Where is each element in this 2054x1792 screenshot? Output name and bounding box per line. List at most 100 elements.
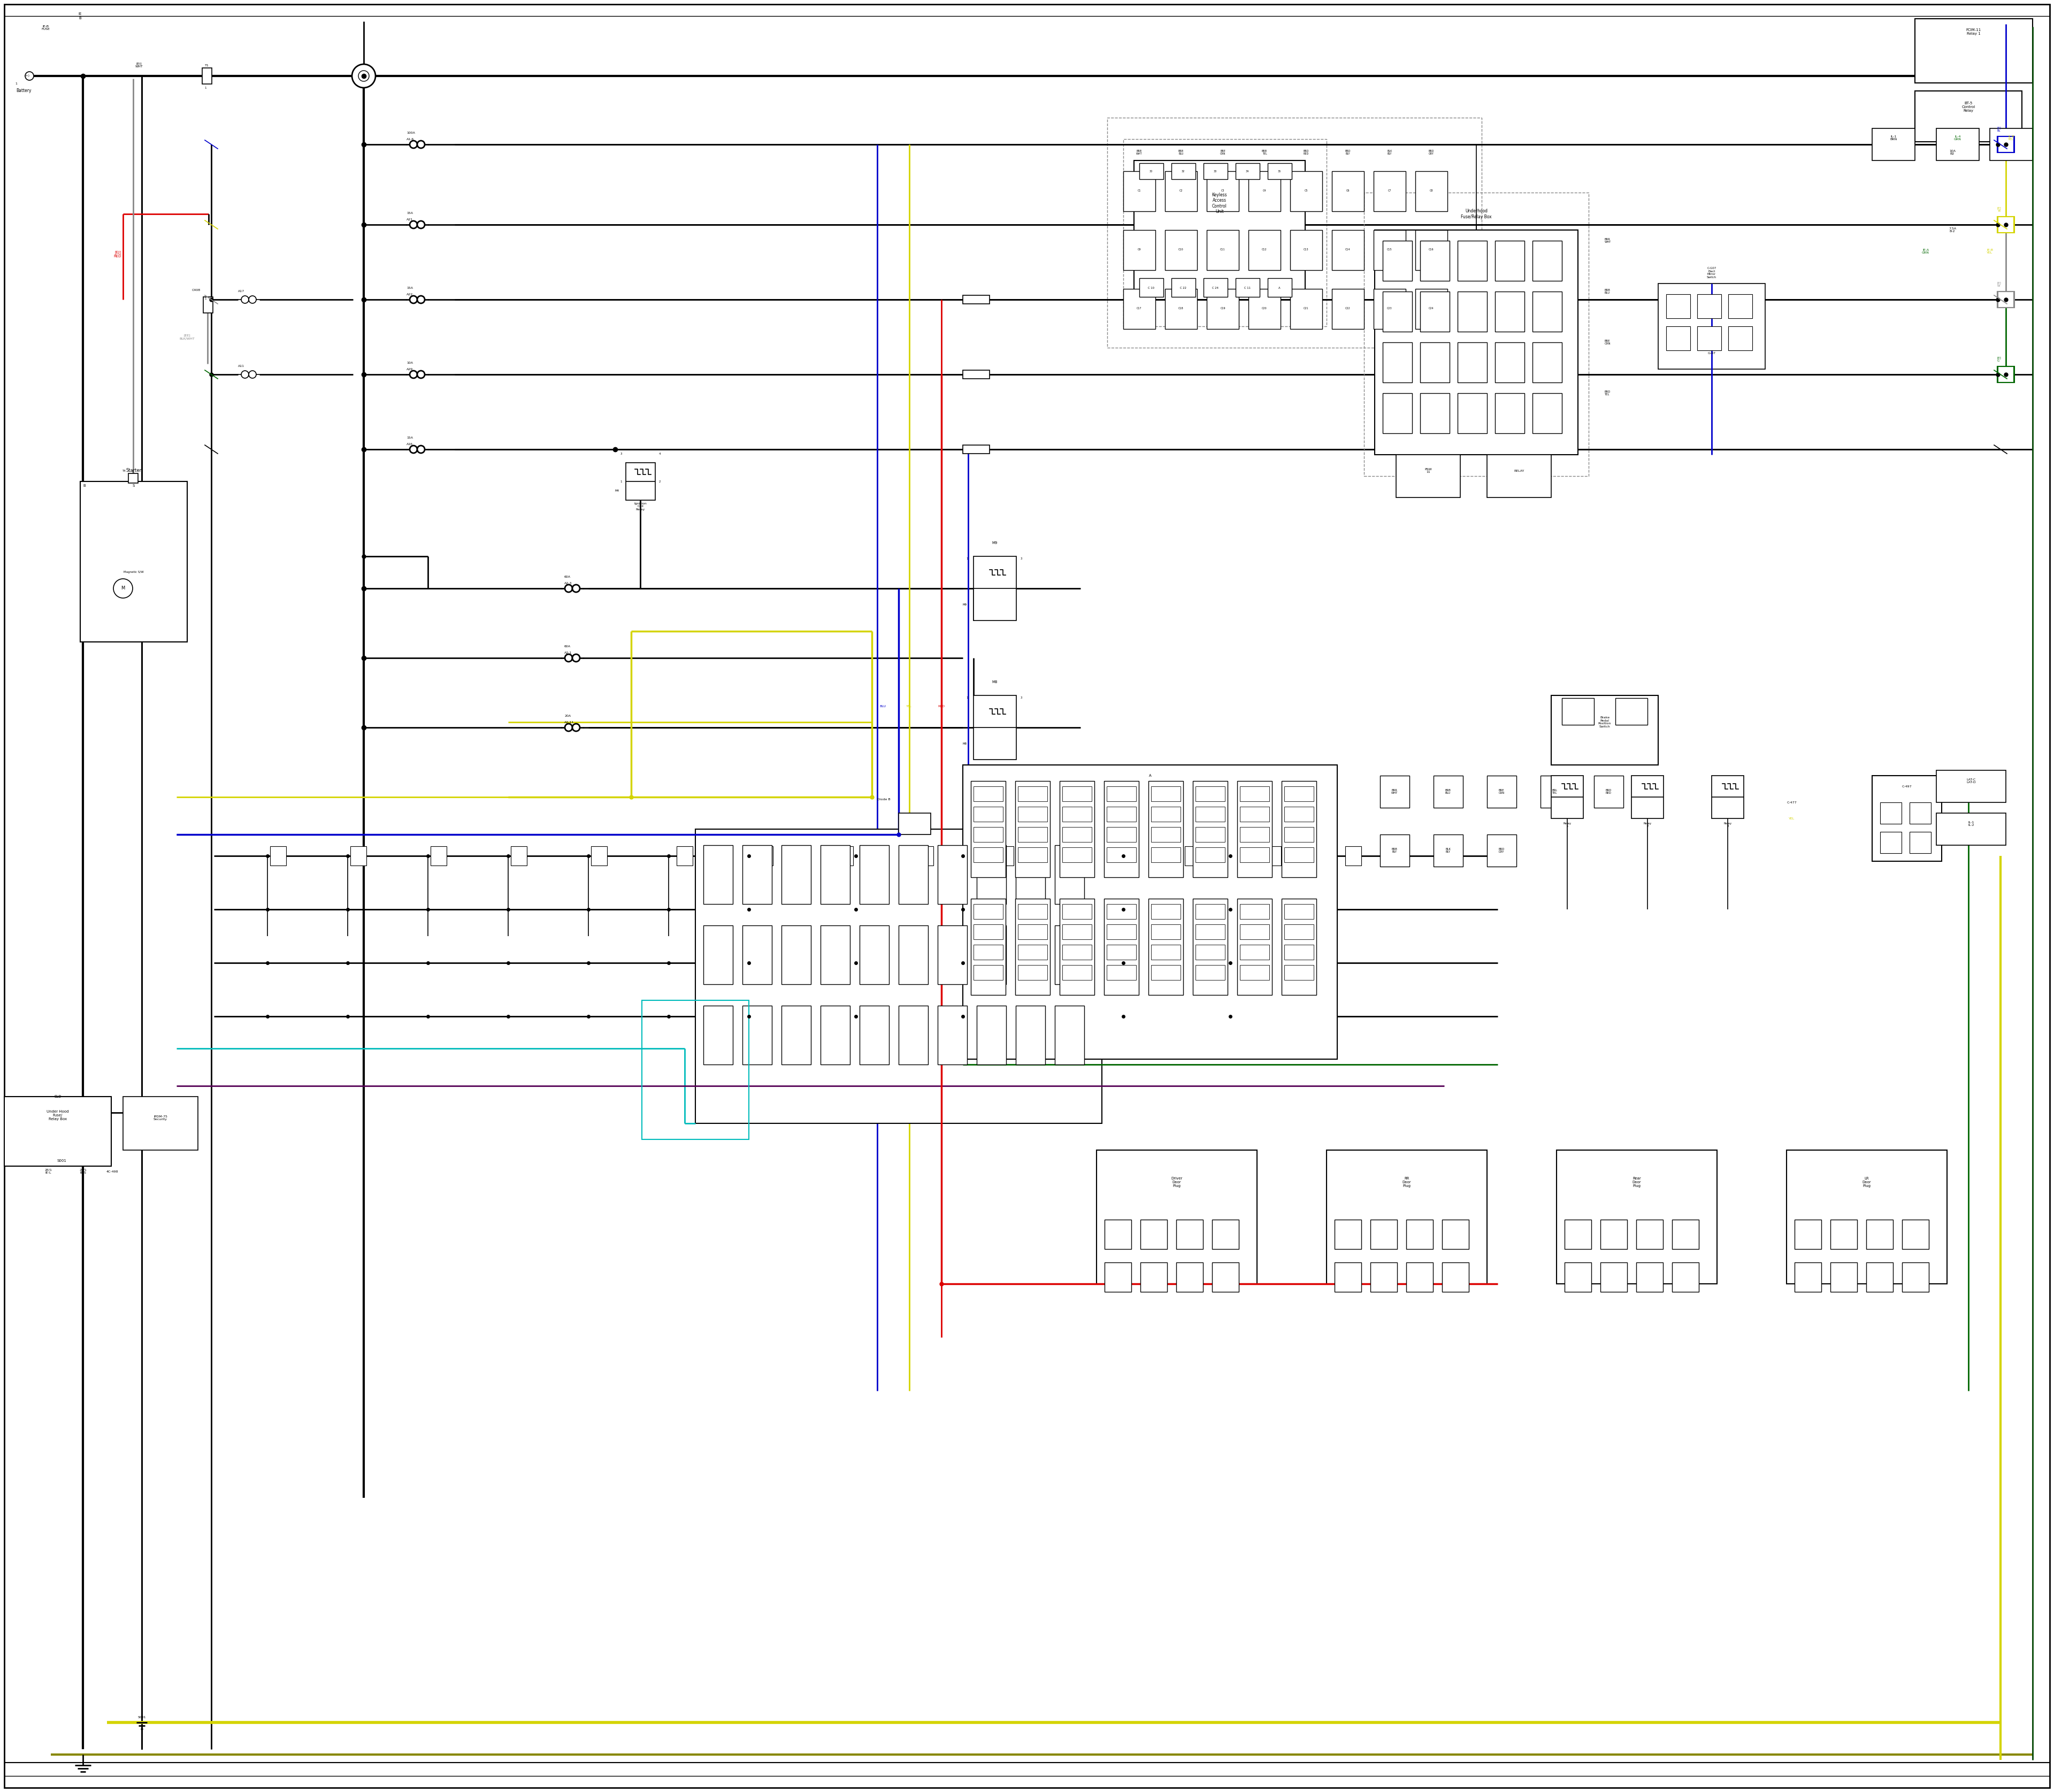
Bar: [1193, 781, 1228, 878]
Text: 20A: 20A: [565, 715, 571, 717]
Text: A2-3: A2-3: [565, 582, 573, 584]
Bar: [1914, 91, 2021, 142]
Bar: [1017, 925, 1045, 984]
Bar: [1062, 848, 1093, 862]
Bar: [1284, 944, 1315, 961]
Text: [E]
G: [E] G: [1996, 357, 2001, 362]
Bar: [1999, 292, 2013, 308]
Bar: [1062, 826, 1093, 842]
Bar: [696, 830, 1101, 1124]
Circle shape: [409, 142, 417, 149]
Circle shape: [357, 70, 370, 81]
Bar: [1415, 172, 1448, 211]
Bar: [626, 462, 655, 500]
Bar: [1382, 292, 1413, 332]
Text: 15A: 15A: [407, 287, 413, 289]
Bar: [1019, 903, 1048, 919]
Bar: [1062, 806, 1093, 823]
Bar: [1532, 240, 1561, 281]
Text: C 10: C 10: [1148, 287, 1154, 289]
Text: Starter: Starter: [125, 468, 142, 473]
Bar: [203, 297, 214, 314]
Bar: [1237, 278, 1259, 297]
Bar: [1019, 966, 1048, 980]
Bar: [1540, 776, 1569, 808]
Bar: [1195, 944, 1224, 961]
Bar: [1290, 289, 1323, 330]
Text: BLU: BLU: [879, 704, 885, 708]
Bar: [1331, 289, 1364, 330]
Text: [E]
YE: [E] YE: [1996, 206, 2001, 213]
Bar: [431, 846, 446, 866]
Text: C10: C10: [1179, 249, 1183, 251]
Bar: [1107, 944, 1136, 961]
Bar: [127, 473, 138, 484]
Text: RELAY: RELAY: [1514, 470, 1524, 471]
Bar: [741, 1005, 772, 1064]
Text: C7: C7: [1389, 190, 1391, 192]
Bar: [978, 846, 1006, 903]
Text: Ignition
Coil
Relay: Ignition Coil Relay: [635, 502, 647, 511]
Bar: [1208, 289, 1239, 330]
Bar: [1212, 1220, 1239, 1249]
Bar: [1241, 787, 1269, 801]
Bar: [1019, 848, 1048, 862]
Text: BRB
WHT: BRB WHT: [1136, 149, 1142, 156]
Bar: [1557, 1150, 1717, 1283]
Bar: [1830, 1220, 1857, 1249]
Bar: [1594, 776, 1623, 808]
Bar: [1060, 898, 1095, 995]
Bar: [820, 846, 850, 903]
Bar: [702, 1005, 733, 1064]
Text: BRE
CRN: BRE CRN: [1499, 788, 1504, 794]
Bar: [1105, 846, 1121, 866]
Text: M9: M9: [992, 541, 998, 545]
Bar: [1056, 925, 1085, 984]
Text: LR
Door
Plug: LR Door Plug: [1863, 1177, 1871, 1188]
Bar: [1265, 846, 1282, 866]
Bar: [1284, 848, 1315, 862]
Bar: [1996, 217, 2015, 233]
Bar: [1195, 826, 1224, 842]
Bar: [1458, 240, 1487, 281]
Text: Diode B: Diode B: [877, 799, 889, 801]
Bar: [974, 903, 1002, 919]
Bar: [1060, 781, 1095, 878]
Bar: [1345, 846, 1362, 866]
Bar: [1331, 229, 1364, 271]
Text: M9: M9: [963, 604, 967, 606]
Bar: [963, 765, 1337, 1059]
Bar: [1415, 289, 1448, 330]
Circle shape: [409, 371, 417, 378]
Text: A29: A29: [407, 367, 413, 371]
Bar: [1910, 831, 1931, 853]
Circle shape: [351, 65, 376, 88]
Bar: [1999, 136, 2013, 152]
Text: A22: A22: [407, 292, 413, 296]
Bar: [1996, 366, 2015, 382]
Bar: [974, 695, 1017, 760]
Text: BRD
BLY: BRD BLY: [1345, 149, 1352, 156]
Bar: [1374, 229, 1577, 455]
Text: IE
B: IE B: [78, 13, 82, 20]
Bar: [1124, 140, 1327, 326]
Bar: [1879, 803, 1902, 824]
Bar: [1105, 781, 1138, 878]
Bar: [1666, 294, 1690, 319]
Text: Underhood
Fuse/Relay Box: Underhood Fuse/Relay Box: [1460, 210, 1491, 219]
Bar: [1331, 172, 1364, 211]
Bar: [756, 846, 772, 866]
Circle shape: [417, 220, 425, 228]
Bar: [900, 846, 928, 903]
Bar: [900, 925, 928, 984]
Text: C-497: C-497: [1902, 785, 1912, 788]
Bar: [1150, 806, 1181, 823]
Text: C 11: C 11: [1245, 287, 1251, 289]
Bar: [1267, 278, 1292, 297]
Text: C20: C20: [1261, 306, 1267, 310]
Text: C408: C408: [191, 289, 201, 292]
Bar: [859, 846, 889, 903]
Bar: [1249, 229, 1280, 271]
Bar: [641, 1000, 750, 1140]
Bar: [1380, 776, 1409, 808]
